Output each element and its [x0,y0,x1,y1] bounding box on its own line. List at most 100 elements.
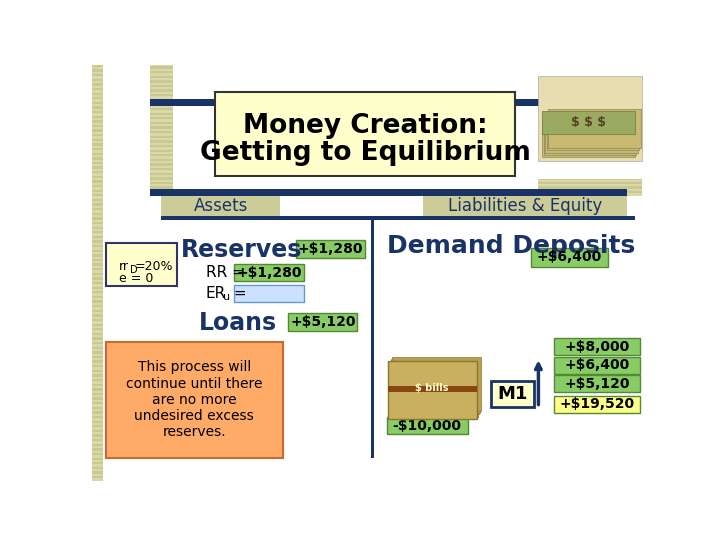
Bar [92,104,104,106]
Bar [150,166,173,168]
Bar [92,178,104,180]
Bar [92,367,104,370]
Bar [92,95,104,97]
Text: Demand Deposits: Demand Deposits [387,234,636,258]
Bar [389,363,477,417]
Bar [150,87,173,90]
Bar [92,183,104,185]
Bar [554,338,640,355]
Bar [92,428,104,430]
Text: RR =: RR = [206,265,245,280]
Bar [234,264,304,281]
Bar [390,361,479,414]
Bar [92,150,104,153]
Bar [150,64,173,66]
Bar [92,441,104,444]
Bar [150,157,173,159]
Bar [92,307,104,309]
Bar [92,390,104,393]
Bar [92,474,104,476]
Bar [92,271,104,273]
Bar [150,179,173,182]
Text: +$1,280: +$1,280 [298,242,364,256]
Bar [542,119,634,157]
Bar [92,187,104,190]
Bar [92,326,104,328]
Bar [161,217,634,220]
Bar [150,92,173,94]
Bar [92,137,104,139]
Bar [539,76,642,161]
Bar [92,256,104,259]
Bar [388,386,477,392]
Text: Loans: Loans [199,310,277,335]
Bar [92,123,104,125]
Bar [92,266,104,268]
Bar [234,285,304,302]
Bar [92,224,104,226]
Bar [92,432,104,434]
Bar [92,90,104,92]
Bar [92,201,104,204]
Bar [92,381,104,383]
Bar [388,365,477,419]
Bar [150,73,173,76]
Bar [92,280,104,282]
Bar [92,168,104,171]
Bar [492,381,534,408]
Bar [150,83,173,85]
Bar [92,99,104,102]
Bar [150,96,173,99]
Bar [423,195,627,217]
Text: +$6,400: +$6,400 [564,358,629,372]
Bar [150,78,173,80]
Bar [92,418,104,421]
Text: M1: M1 [498,384,528,403]
Bar [387,417,467,434]
Bar [150,193,173,195]
Bar [554,375,640,392]
Bar [92,321,104,323]
Bar [371,217,374,457]
Bar [150,101,173,103]
Bar [150,189,627,195]
Bar [92,404,104,407]
Bar [392,359,480,413]
Bar [92,72,104,74]
Bar [150,189,173,191]
Bar [92,349,104,351]
Bar [92,358,104,361]
Bar [92,127,104,130]
Bar [390,362,478,416]
Bar [92,335,104,338]
Bar [150,115,173,117]
Text: Money Creation:: Money Creation: [243,113,487,139]
Bar [296,240,365,258]
Text: =20%: =20% [135,260,174,273]
Bar [92,284,104,287]
Bar [150,161,173,164]
Bar [92,109,104,111]
Bar [92,372,104,374]
Bar [150,175,173,177]
Bar [92,400,104,402]
Bar [92,206,104,208]
Bar [92,197,104,199]
Text: Assets: Assets [194,197,248,215]
Bar [549,110,641,148]
Text: +$5,120: +$5,120 [290,315,356,329]
Bar [92,354,104,356]
Text: Liabilities & Equity: Liabilities & Equity [448,197,603,215]
Bar [92,294,104,296]
Bar [150,119,173,122]
Bar [92,164,104,166]
Text: $ $ $: $ $ $ [571,116,606,129]
Bar [542,111,634,134]
Bar [92,261,104,264]
Bar [92,67,104,70]
Bar [547,112,639,150]
Bar [92,76,104,79]
Text: +$5,120: +$5,120 [564,376,630,390]
Bar [150,124,173,126]
Bar [539,179,642,182]
